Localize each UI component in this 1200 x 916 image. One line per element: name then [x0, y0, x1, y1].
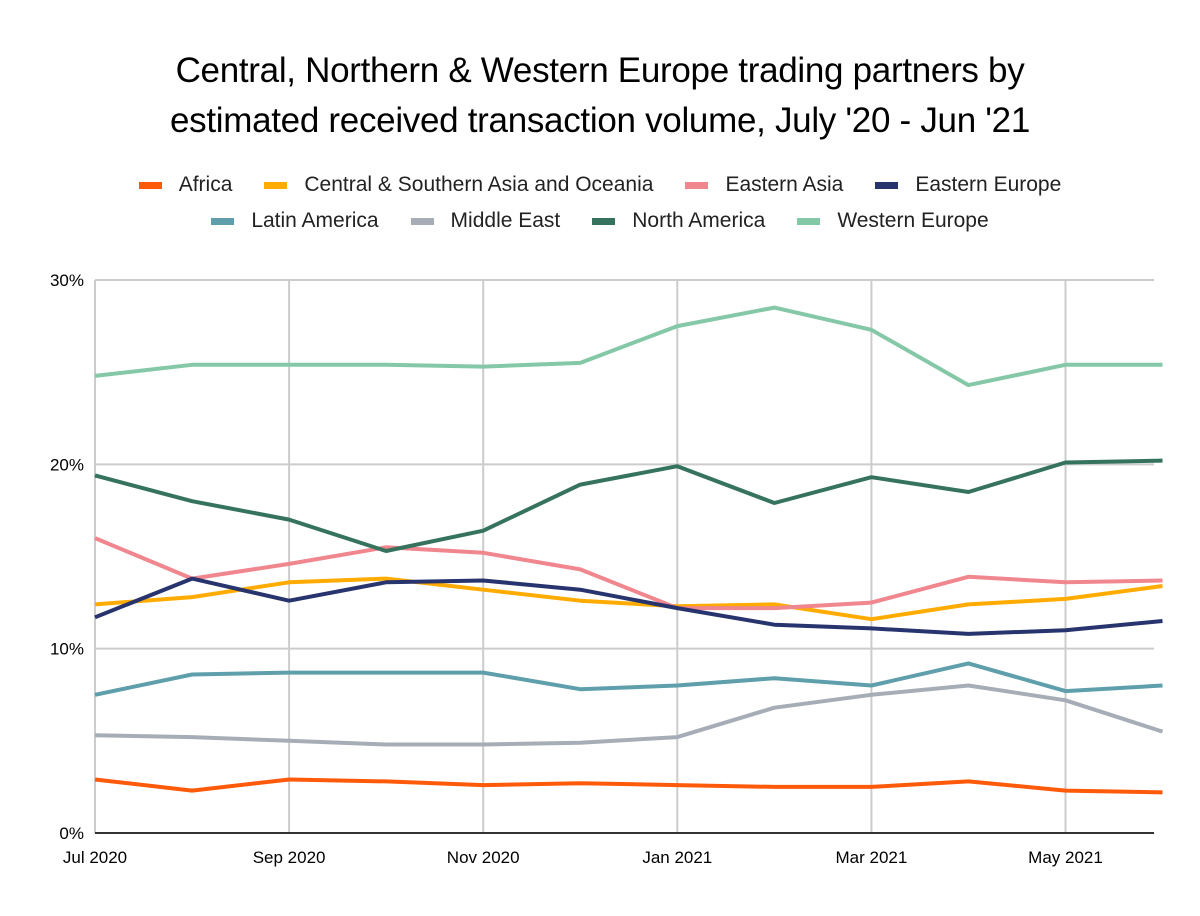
legend-swatch — [410, 217, 434, 225]
y-tick-label: 10% — [50, 640, 84, 659]
legend-swatch — [264, 181, 288, 189]
legend-label: Eastern Asia — [725, 173, 844, 196]
legend-item[interactable]: Eastern Europe — [875, 173, 1061, 197]
legend-row-2: Latin America Middle East North America Wes… — [0, 209, 1200, 233]
x-tick-label: Nov 2020 — [447, 848, 520, 867]
series-line — [94, 661, 1163, 697]
legend-swatch — [211, 217, 235, 225]
legend-item[interactable]: Central & Southern Asia and Oceania — [264, 173, 653, 197]
legend-label: Western Europe — [837, 209, 989, 232]
legend-swatch — [685, 181, 709, 189]
grid — [94, 279, 1154, 833]
series-lines — [94, 305, 1164, 795]
x-tick-label: Jul 2020 — [63, 848, 127, 867]
legend-swatch — [875, 181, 899, 189]
legend-swatch — [592, 217, 616, 225]
legend-label: Latin America — [251, 209, 379, 232]
series-line — [94, 458, 1163, 553]
axes: 0% 10% 20% 30% Jul 2020 Sep 2020 Nov 2020 Jan 2… — [50, 271, 1154, 867]
y-tick-label: 0% — [59, 824, 84, 843]
x-tick-label: Mar 2021 — [835, 848, 907, 867]
legend-swatch — [797, 217, 821, 225]
legend-item[interactable]: Middle East — [410, 209, 561, 233]
series-line — [94, 683, 1164, 747]
y-tick-label: 20% — [50, 455, 84, 474]
x-tick-label: May 2021 — [1028, 848, 1103, 867]
legend-item[interactable]: Eastern Asia — [685, 173, 843, 197]
series-line — [94, 536, 1163, 611]
chart-title-line-2: estimated received transaction volume, J… — [169, 101, 1031, 140]
legend-label: Africa — [178, 173, 233, 196]
series-line — [94, 576, 1163, 636]
legend-item[interactable]: Western Europe — [797, 209, 989, 233]
legend-label: North America — [632, 209, 766, 232]
legend-row-1: Africa Central & Southern Asia and Oceani… — [0, 173, 1200, 197]
legend-label: Eastern Europe — [915, 173, 1062, 196]
legend-label: Middle East — [450, 209, 561, 232]
series-line — [94, 305, 1163, 388]
chart-title: Central, Northern & Western Europe tradi… — [0, 46, 1200, 146]
legend-item[interactable]: North America — [592, 209, 765, 233]
y-tick-label: 30% — [50, 271, 84, 290]
legend-label: Central & Southern Asia and Oceania — [304, 173, 654, 196]
legend-item[interactable]: Africa — [138, 173, 233, 197]
x-tick-label: Jan 2021 — [642, 848, 712, 867]
series-line — [94, 777, 1163, 795]
chart-title-line-1: Central, Northern & Western Europe tradi… — [175, 51, 1025, 90]
x-tick-label: Sep 2020 — [253, 848, 326, 867]
series-line — [94, 576, 1163, 622]
legend-swatch — [138, 181, 162, 189]
legend-item[interactable]: Latin America — [211, 209, 379, 233]
